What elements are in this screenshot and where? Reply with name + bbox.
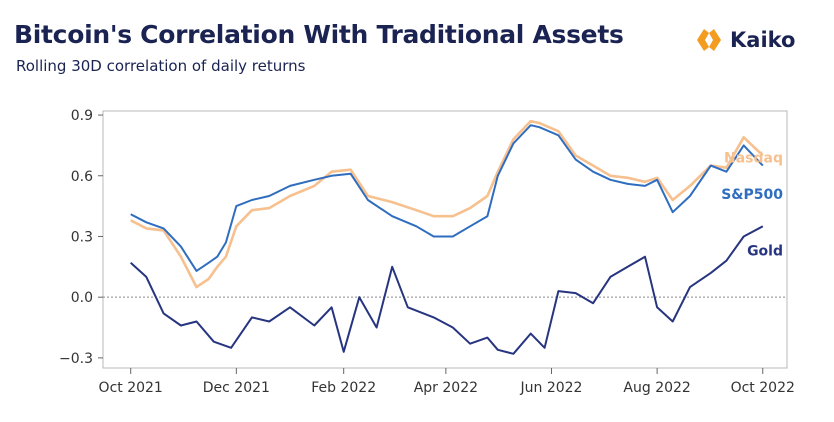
x-tick-label: Aug 2022 <box>623 380 690 396</box>
nasdaq-series-line <box>130 119 764 289</box>
y-tick-label: −0.3 <box>59 351 93 367</box>
x-tick-label: Oct 2021 <box>99 380 163 396</box>
series-label-gold: Gold <box>747 244 783 260</box>
x-tick-label: Feb 2022 <box>311 380 376 396</box>
x-tick-label: Oct 2022 <box>731 380 795 396</box>
y-tick-label: 0.3 <box>71 229 93 245</box>
series-label-nasdaq: Nasdaq <box>724 151 783 167</box>
sp500-series-line <box>130 124 764 272</box>
series-label-sp500: S&P500 <box>721 187 783 203</box>
chart-subtitle: Rolling 30D correlation of daily returns <box>16 57 306 75</box>
plot-frame <box>102 110 788 369</box>
chart-title: Bitcoin's Correlation With Traditional A… <box>14 20 624 49</box>
y-tick-label: 0.0 <box>71 290 93 306</box>
brand-logo: Kaiko <box>694 25 795 55</box>
gold-series-line <box>130 225 764 355</box>
y-tick-label: 0.9 <box>71 108 93 124</box>
brand-name: Kaiko <box>730 28 796 52</box>
x-tick-label: Dec 2021 <box>203 380 270 396</box>
x-tick-label: Jun 2022 <box>520 380 583 396</box>
y-tick-label: 0.6 <box>71 169 93 185</box>
x-tick-label: Apr 2022 <box>414 380 478 396</box>
kaiko-logo-icon <box>697 29 721 51</box>
